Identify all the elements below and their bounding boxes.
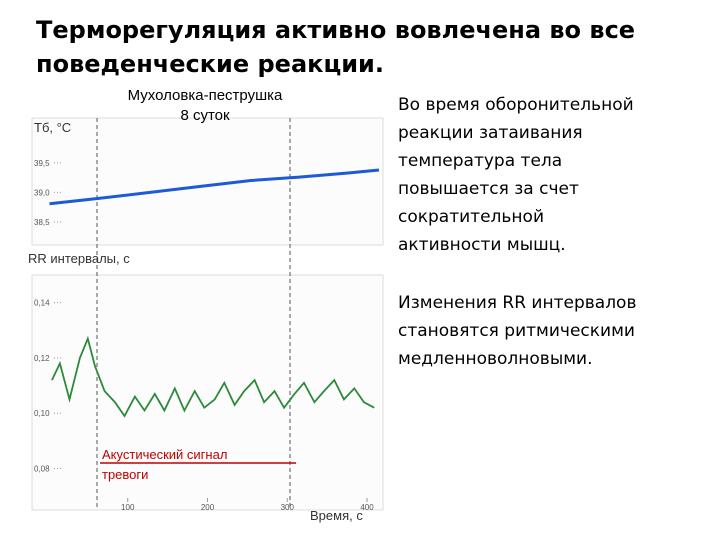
data-line [51, 335, 375, 418]
y-tick-label: 0,14 [34, 299, 50, 308]
y-tick-label: 38,5 [34, 218, 50, 227]
title-line: поведенческие реакции. [36, 50, 384, 78]
y-tick-label: 39,0 [34, 188, 50, 197]
x-tick-label: 300 [281, 503, 295, 512]
subtitle: Мухоловка-пеструшка [128, 87, 283, 104]
body-text: активности мышц. [398, 235, 566, 255]
y-tick-label: 0,12 [34, 354, 50, 363]
plot-area [31, 117, 384, 246]
x-tick-label: 200 [201, 503, 215, 512]
title-line: Терморегуляция активно вовлечена во все [36, 16, 635, 44]
x-tick-label: 100 [121, 503, 135, 512]
x-tick-label: 400 [360, 503, 374, 512]
data-line [49, 168, 380, 206]
y-axis-label: RR интервалы, с [28, 251, 130, 266]
y-tick-label: 0,10 [34, 409, 50, 418]
body-text: температура тела [398, 151, 562, 171]
annotation: тревоги [102, 467, 148, 482]
body-text: Во время оборонительной [398, 95, 634, 115]
body-text: сократительной [398, 207, 544, 227]
body-text: становятся ритмическими [398, 321, 635, 341]
body-text: повышается за счет [398, 179, 579, 199]
y-tick-label: 0,08 [34, 465, 50, 474]
x-axis-label: Время, с [310, 508, 363, 523]
plot-area [31, 274, 384, 511]
body-text: медленноволновыми. [398, 349, 593, 369]
annotation: Акустический сигнал [102, 447, 227, 462]
y-axis-label: Tб, °C [34, 120, 71, 135]
body-text: Изменения RR интервалов [398, 293, 636, 313]
subtitle: 8 суток [180, 107, 230, 124]
body-text: реакции затаивания [398, 123, 583, 143]
y-tick-label: 39,5 [34, 159, 50, 168]
